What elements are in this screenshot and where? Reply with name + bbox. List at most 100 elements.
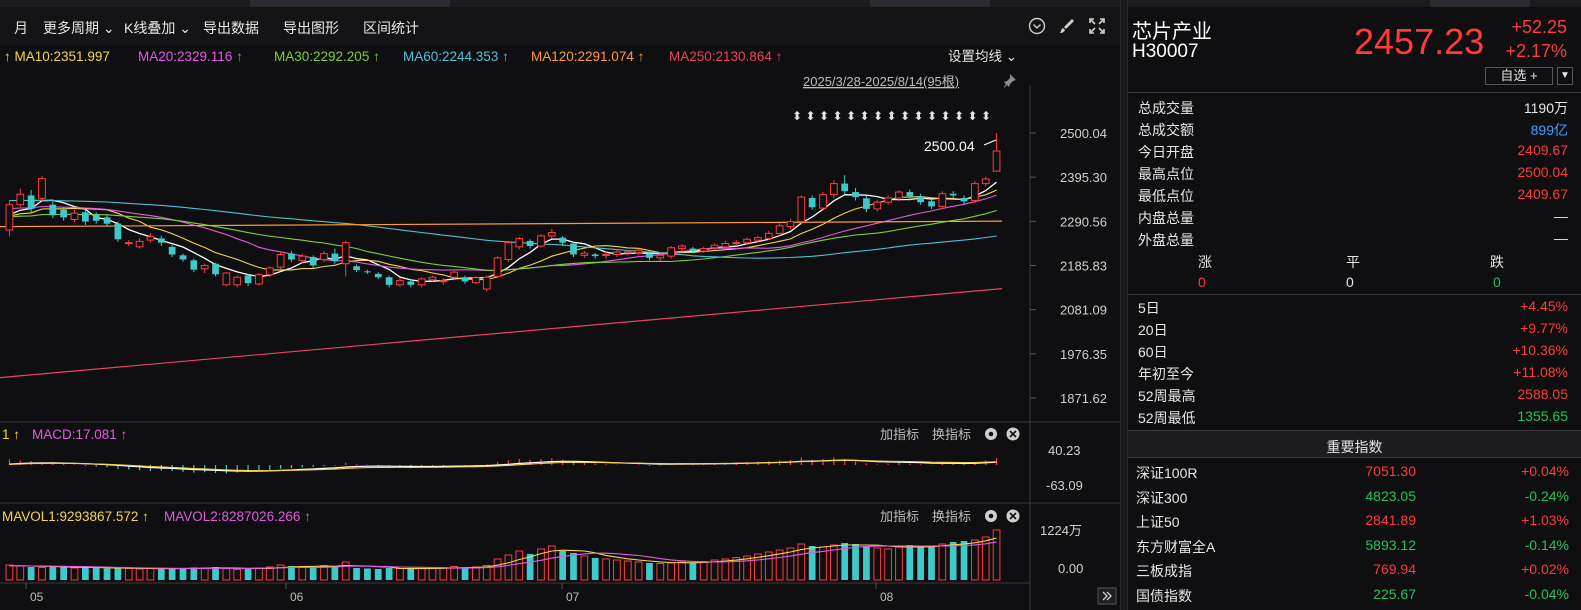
candle[interactable] — [547, 229, 556, 239]
candle[interactable] — [960, 195, 968, 205]
index-row[interactable]: 上证50 2841.89 +1.03% — [1128, 509, 1581, 533]
candle[interactable] — [135, 238, 144, 249]
candle[interactable] — [276, 251, 285, 270]
candle[interactable] — [472, 276, 480, 284]
candle[interactable] — [5, 201, 14, 237]
candle[interactable] — [114, 221, 122, 242]
candle[interactable] — [450, 269, 459, 279]
candle[interactable] — [863, 195, 870, 213]
candle[interactable] — [407, 279, 415, 288]
fullscreen-icon[interactable] — [1087, 17, 1107, 37]
circle-chevron-icon[interactable] — [1027, 17, 1047, 37]
index-row[interactable]: 三板成指 769.94 +0.02% — [1128, 558, 1581, 582]
candle[interactable] — [743, 237, 751, 245]
candle[interactable] — [364, 269, 371, 274]
range-stats-button[interactable]: 区间统计 — [363, 20, 419, 36]
watchlist-dropdown-icon[interactable]: ▼ — [1557, 67, 1573, 85]
candle[interactable] — [417, 277, 426, 288]
candle[interactable] — [971, 181, 979, 204]
candle[interactable] — [852, 187, 859, 201]
candle[interactable] — [288, 251, 295, 263]
candle[interactable] — [265, 266, 274, 278]
candle[interactable] — [906, 189, 914, 201]
index-row[interactable]: 深证100R 7051.30 +0.04% — [1128, 460, 1581, 484]
candle[interactable] — [884, 195, 892, 205]
more-periods-dropdown[interactable]: 更多周期 ⌄ — [43, 20, 115, 36]
candle[interactable] — [526, 239, 534, 249]
export-chart-button[interactable]: 导出图形 — [283, 20, 339, 36]
candle[interactable] — [570, 241, 577, 257]
candle[interactable] — [168, 245, 176, 257]
candle[interactable] — [27, 189, 35, 213]
candle[interactable] — [81, 209, 89, 225]
candle[interactable] — [179, 253, 187, 262]
candle[interactable] — [634, 248, 643, 255]
candle[interactable] — [819, 192, 827, 211]
candle[interactable] — [797, 195, 806, 225]
candle[interactable] — [212, 262, 219, 277]
index-row[interactable]: 国债指数 225.67 -0.04% — [1128, 583, 1581, 607]
macd-switch-indicator[interactable]: 换指标 — [932, 427, 971, 442]
candle[interactable] — [732, 240, 741, 247]
overlay-dropdown[interactable]: K线叠加 ⌄ — [124, 20, 191, 36]
candle[interactable] — [200, 263, 209, 274]
window-tab[interactable] — [1430, 0, 1530, 7]
add-watchlist-button[interactable]: 自选 + — [1485, 67, 1553, 85]
candle[interactable] — [374, 272, 382, 279]
candle[interactable] — [580, 251, 589, 258]
candlestick-chart[interactable]: ↑ MA10:2351.997 MA20:2329.116 ↑ MA30:229… — [0, 45, 1120, 610]
candle[interactable] — [613, 250, 621, 257]
candle[interactable] — [699, 246, 708, 253]
candle[interactable] — [786, 219, 795, 230]
period-month-button[interactable]: 月 — [14, 20, 28, 36]
candle[interactable] — [656, 252, 665, 261]
macd-close-icon[interactable] — [1006, 427, 1020, 441]
candle[interactable] — [504, 240, 513, 263]
candle[interactable] — [938, 191, 947, 209]
chart-area[interactable]: ↑ MA10:2351.997 MA20:2329.116 ↑ MA30:229… — [0, 45, 1120, 610]
candle[interactable] — [70, 209, 79, 223]
candle[interactable] — [255, 273, 263, 286]
expand-right-icon[interactable] — [1097, 587, 1117, 605]
window-tab[interactable] — [870, 0, 990, 7]
candle[interactable] — [341, 240, 350, 277]
macd-gear-icon[interactable] — [985, 428, 997, 440]
panel-splitter[interactable] — [1120, 0, 1128, 610]
candle[interactable] — [439, 278, 448, 285]
candle[interactable] — [917, 193, 925, 205]
candle[interactable] — [559, 235, 567, 247]
candle[interactable] — [493, 256, 502, 279]
candle[interactable] — [396, 278, 404, 287]
candle[interactable] — [482, 275, 491, 292]
candle[interactable] — [981, 176, 990, 187]
candle[interactable] — [689, 246, 697, 254]
candle[interactable] — [754, 235, 762, 243]
index-row[interactable]: 东方财富全A 5893.12 -0.14% — [1128, 534, 1581, 558]
candle[interactable] — [16, 188, 25, 207]
brush-icon[interactable] — [1057, 17, 1077, 37]
pin-icon[interactable] — [1004, 74, 1016, 88]
candle[interactable] — [873, 199, 882, 212]
candle[interactable] — [515, 236, 524, 250]
candle[interactable] — [353, 264, 360, 273]
candle[interactable] — [623, 250, 632, 256]
export-data-button[interactable]: 导出数据 — [203, 20, 259, 36]
vol-switch-indicator[interactable]: 换指标 — [932, 509, 971, 524]
candle[interactable] — [764, 230, 773, 241]
index-row[interactable]: 深证300 4823.05 -0.24% — [1128, 485, 1581, 509]
vol-add-indicator[interactable]: 加指标 — [880, 509, 919, 524]
window-tab[interactable] — [250, 0, 450, 7]
candle[interactable] — [646, 251, 653, 261]
candle[interactable] — [60, 206, 68, 221]
candle[interactable] — [808, 195, 816, 210]
macd-add-indicator[interactable]: 加指标 — [880, 427, 919, 442]
candle[interactable] — [678, 244, 686, 252]
candle[interactable] — [591, 252, 599, 259]
candle[interactable] — [157, 235, 165, 247]
candle[interactable] — [829, 180, 838, 198]
candle[interactable] — [461, 275, 469, 284]
candle[interactable] — [992, 133, 1001, 172]
candle[interactable] — [385, 275, 393, 288]
candle[interactable] — [190, 258, 198, 273]
candle[interactable] — [298, 253, 307, 264]
